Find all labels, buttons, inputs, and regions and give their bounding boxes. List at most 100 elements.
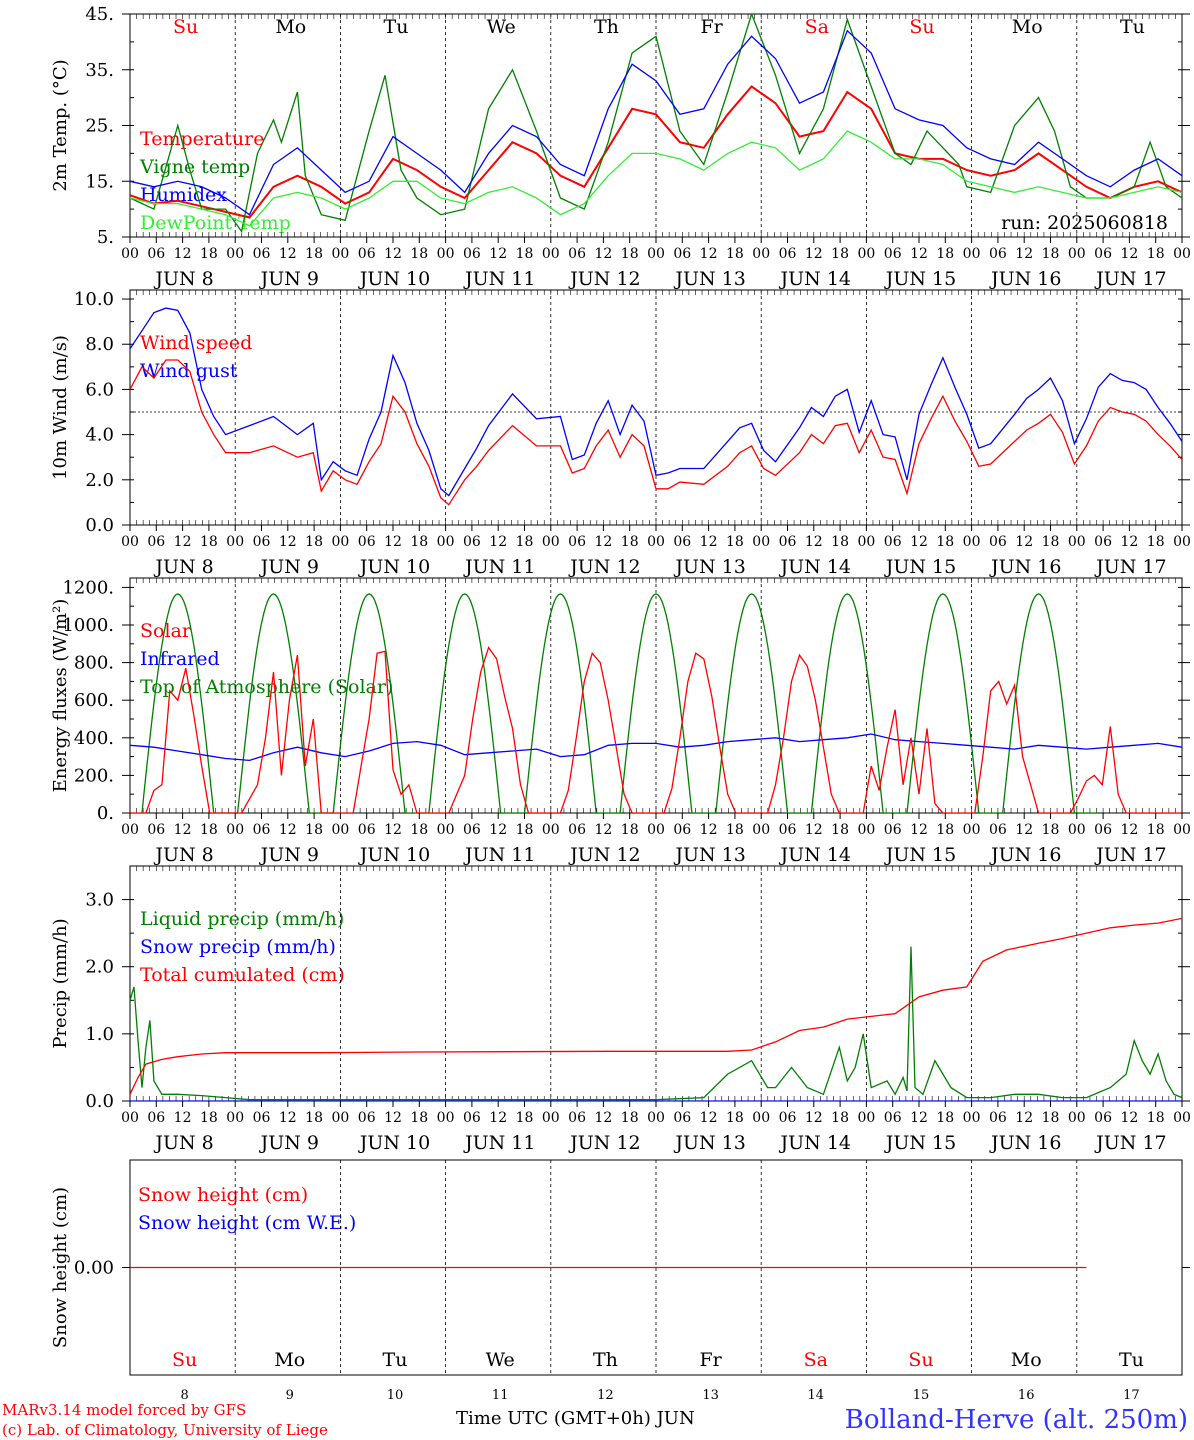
series-line-wind-1	[130, 307, 1182, 497]
x-tick-label: 18	[1147, 822, 1165, 838]
x-tick-label: 06	[989, 246, 1007, 262]
x-tick-label: 12	[594, 822, 612, 838]
x-tick-label: 06	[989, 1110, 1007, 1126]
x-tick-label: 06	[358, 1110, 376, 1126]
x-tick-label: 00	[331, 822, 349, 838]
x-date-label: JUN 13	[673, 844, 745, 866]
x-tick-label: 12	[384, 534, 402, 550]
x-tick-label: 18	[726, 822, 744, 838]
day-abbr-label: We	[487, 16, 516, 38]
x-axis-title: Time UTC (GMT+0h) JUN	[456, 1408, 695, 1429]
legend-energy-series-0: Solar	[140, 620, 192, 642]
x-date-label: JUN 17	[1094, 556, 1166, 578]
legend-temperature-series-0: Temperature	[140, 128, 264, 150]
x-tick-label: 18	[305, 246, 323, 262]
x-date-label: JUN 14	[779, 844, 851, 866]
y-tick-label: 400.	[74, 728, 114, 749]
x-tick-label: 00	[121, 534, 139, 550]
x-tick-label: 18	[1147, 534, 1165, 550]
x-tick-label: 00	[1068, 246, 1086, 262]
day-number-label: 10	[387, 1388, 404, 1403]
day-abbr-label: Mo	[1012, 16, 1043, 38]
x-tick-label: 00	[647, 246, 665, 262]
y-tick-label: 45.	[85, 4, 114, 25]
x-tick-label: 12	[1015, 246, 1033, 262]
x-tick-label: 06	[1094, 246, 1112, 262]
y-axis-title: 10m Wind (m/s)	[50, 335, 71, 480]
series-line-temperature-3	[130, 130, 1182, 227]
y-axis-title: 2m Temp. (°C)	[50, 59, 71, 191]
day-abbr-label: Tu	[383, 1349, 408, 1371]
x-tick-label: 18	[1042, 822, 1060, 838]
x-tick-label: 00	[437, 1110, 455, 1126]
y-tick-label: 2.0	[85, 957, 114, 978]
x-tick-label: 18	[305, 534, 323, 550]
x-tick-label: 18	[831, 822, 849, 838]
x-tick-label: 18	[200, 534, 218, 550]
x-tick-label: 00	[752, 534, 770, 550]
x-tick-label: 06	[568, 822, 586, 838]
x-tick-label: 12	[489, 1110, 507, 1126]
x-date-label: JUN 8	[153, 1132, 213, 1154]
x-tick-label: 00	[542, 1110, 560, 1126]
day-abbr-label: Fr	[700, 16, 723, 38]
x-tick-label: 12	[279, 822, 297, 838]
x-tick-label: 18	[936, 534, 954, 550]
y-tick-label: 8.0	[85, 334, 114, 355]
y-tick-label: 0.0	[85, 1091, 114, 1112]
y-axis-title: Snow height (cm)	[50, 1187, 71, 1348]
day-abbr-label: Su	[909, 16, 934, 38]
y-tick-label: 25.	[85, 116, 114, 137]
x-tick-label: 18	[516, 822, 534, 838]
x-tick-label: 00	[752, 246, 770, 262]
x-date-label: JUN 8	[153, 844, 213, 866]
x-tick-label: 12	[700, 534, 718, 550]
x-date-label: JUN 16	[989, 1132, 1061, 1154]
x-date-label: JUN 13	[673, 556, 745, 578]
x-date-label: JUN 13	[673, 1132, 745, 1154]
x-tick-label: 00	[437, 534, 455, 550]
x-date-label: JUN 10	[358, 1132, 430, 1154]
x-tick-label: 12	[1120, 534, 1138, 550]
x-date-label: JUN 15	[884, 268, 956, 290]
x-tick-label: 12	[1120, 822, 1138, 838]
x-tick-label: 18	[516, 1110, 534, 1126]
x-tick-label: 00	[542, 822, 560, 838]
x-tick-label: 12	[384, 246, 402, 262]
x-date-label: JUN 10	[358, 556, 430, 578]
x-tick-label: 00	[752, 822, 770, 838]
x-tick-label: 18	[305, 822, 323, 838]
x-tick-label: 12	[174, 534, 192, 550]
panel-wind: 0.0 2.0 4.0 6.0 8.0 10.0 10m Wind (m/s) 00 06 12 1…	[50, 289, 1191, 578]
x-tick-label: 00	[857, 246, 875, 262]
day-abbr-label: Mo	[274, 1349, 305, 1371]
x-tick-label: 12	[910, 246, 928, 262]
x-date-label: JUN 10	[358, 844, 430, 866]
x-tick-label: 06	[568, 246, 586, 262]
x-date-label: JUN 8	[153, 556, 213, 578]
x-tick-label: 18	[936, 822, 954, 838]
y-tick-label: 1200.	[62, 577, 114, 598]
x-tick-label: 18	[200, 822, 218, 838]
x-tick-label: 06	[989, 822, 1007, 838]
x-date-label: JUN 11	[463, 268, 535, 290]
x-tick-label: 12	[489, 246, 507, 262]
x-tick-label: 06	[147, 1110, 165, 1126]
x-tick-label: 00	[226, 246, 244, 262]
series-line-energy-2	[141, 593, 1099, 813]
day-abbr-label: Mo	[1011, 1349, 1042, 1371]
x-tick-label: 18	[621, 534, 639, 550]
series-line-temperature-1	[130, 14, 1182, 233]
x-tick-label: 06	[884, 822, 902, 838]
x-tick-label: 12	[910, 534, 928, 550]
x-tick-label: 06	[463, 1110, 481, 1126]
x-tick-label: 00	[121, 246, 139, 262]
x-tick-label: 00	[542, 246, 560, 262]
x-tick-label: 06	[884, 246, 902, 262]
x-tick-label: 00	[647, 1110, 665, 1126]
x-tick-label: 06	[989, 534, 1007, 550]
x-tick-label: 00	[331, 1110, 349, 1126]
legend-snow-series-1: Snow height (cm W.E.)	[138, 1212, 356, 1234]
day-number-label: 13	[702, 1388, 719, 1403]
